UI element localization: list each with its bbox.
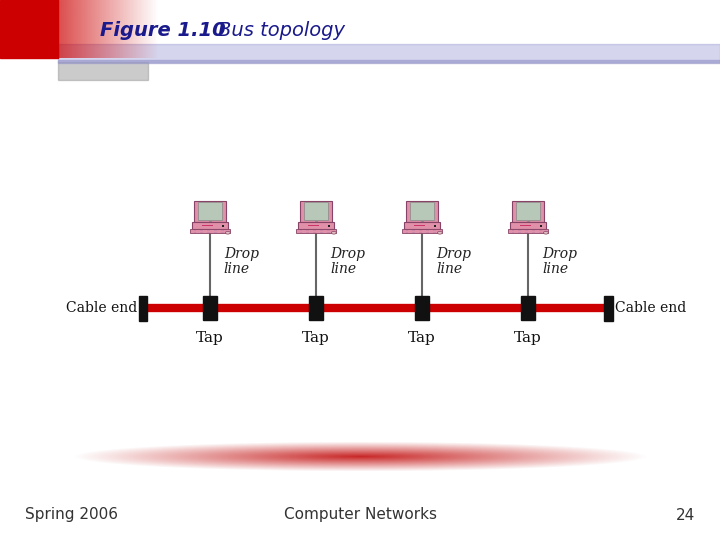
Bar bbox=[306, 232, 309, 233]
Text: Tap: Tap bbox=[196, 331, 224, 345]
Bar bbox=[525, 230, 528, 231]
Bar bbox=[313, 230, 316, 231]
Bar bbox=[402, 230, 441, 233]
Bar bbox=[512, 201, 544, 222]
Bar bbox=[313, 232, 316, 233]
Bar bbox=[300, 201, 332, 222]
Text: Bus topology: Bus topology bbox=[218, 21, 345, 39]
Bar bbox=[300, 230, 302, 231]
Bar bbox=[410, 202, 434, 220]
Bar bbox=[304, 202, 328, 220]
Bar bbox=[433, 232, 436, 233]
Bar bbox=[414, 225, 425, 226]
Bar bbox=[200, 232, 203, 233]
Bar bbox=[539, 225, 542, 227]
Bar bbox=[327, 232, 330, 233]
Bar bbox=[309, 296, 323, 320]
Text: Drop
line: Drop line bbox=[330, 247, 365, 276]
Bar bbox=[419, 230, 422, 231]
Bar bbox=[297, 230, 336, 233]
Bar bbox=[298, 222, 334, 229]
Bar bbox=[539, 232, 541, 233]
Bar bbox=[433, 225, 436, 227]
Bar bbox=[532, 232, 535, 233]
Text: Drop
line: Drop line bbox=[224, 247, 259, 276]
Bar bbox=[328, 225, 330, 227]
Bar bbox=[516, 202, 540, 220]
Bar bbox=[320, 230, 323, 231]
Bar bbox=[510, 222, 546, 229]
Bar bbox=[138, 295, 148, 321]
Text: Drop
line: Drop line bbox=[436, 247, 471, 276]
Bar bbox=[221, 232, 223, 233]
Bar bbox=[413, 230, 415, 231]
Ellipse shape bbox=[225, 232, 230, 234]
Bar bbox=[300, 232, 302, 233]
Bar bbox=[221, 230, 223, 231]
Bar bbox=[426, 230, 429, 231]
Text: Tap: Tap bbox=[514, 331, 542, 345]
Bar bbox=[508, 230, 548, 233]
Bar bbox=[203, 296, 217, 320]
Bar bbox=[202, 225, 212, 226]
Bar bbox=[419, 232, 422, 233]
Text: Tap: Tap bbox=[302, 331, 330, 345]
Text: Cable end: Cable end bbox=[66, 301, 138, 315]
Bar bbox=[405, 232, 408, 233]
Bar bbox=[406, 201, 438, 222]
Bar bbox=[207, 230, 210, 231]
Bar bbox=[58, 44, 720, 62]
Bar bbox=[198, 202, 222, 220]
Bar bbox=[520, 225, 531, 226]
Bar bbox=[518, 230, 521, 231]
Bar bbox=[512, 232, 515, 233]
Bar bbox=[320, 232, 323, 233]
Bar bbox=[532, 230, 535, 231]
Bar bbox=[58, 62, 148, 80]
Bar bbox=[192, 222, 228, 229]
Bar bbox=[0, 0, 58, 58]
Bar bbox=[525, 232, 528, 233]
Ellipse shape bbox=[331, 232, 336, 234]
Text: Computer Networks: Computer Networks bbox=[284, 508, 436, 523]
Bar bbox=[327, 230, 330, 231]
Bar bbox=[521, 296, 535, 320]
Bar bbox=[404, 222, 440, 229]
Bar bbox=[539, 230, 541, 231]
Bar bbox=[190, 230, 230, 233]
Bar bbox=[222, 225, 224, 227]
Bar bbox=[605, 295, 613, 321]
Text: Drop
line: Drop line bbox=[542, 247, 577, 276]
Bar bbox=[214, 230, 217, 231]
Text: Tap: Tap bbox=[408, 331, 436, 345]
Ellipse shape bbox=[544, 232, 549, 234]
Text: Figure 1.10: Figure 1.10 bbox=[100, 21, 226, 39]
Bar bbox=[194, 232, 197, 233]
Bar bbox=[58, 60, 720, 63]
Bar bbox=[415, 296, 429, 320]
Bar bbox=[194, 230, 197, 231]
Bar bbox=[308, 225, 319, 226]
Bar bbox=[200, 230, 203, 231]
Text: Spring 2006: Spring 2006 bbox=[25, 508, 118, 523]
Bar bbox=[413, 232, 415, 233]
Bar bbox=[207, 232, 210, 233]
Text: Cable end: Cable end bbox=[615, 301, 685, 315]
Bar bbox=[426, 232, 429, 233]
Bar bbox=[306, 230, 309, 231]
Bar bbox=[405, 230, 408, 231]
Bar bbox=[433, 230, 436, 231]
Bar bbox=[214, 232, 217, 233]
Bar bbox=[194, 201, 226, 222]
Ellipse shape bbox=[437, 232, 442, 234]
Bar bbox=[512, 230, 515, 231]
Text: 24: 24 bbox=[676, 508, 695, 523]
Bar bbox=[518, 232, 521, 233]
